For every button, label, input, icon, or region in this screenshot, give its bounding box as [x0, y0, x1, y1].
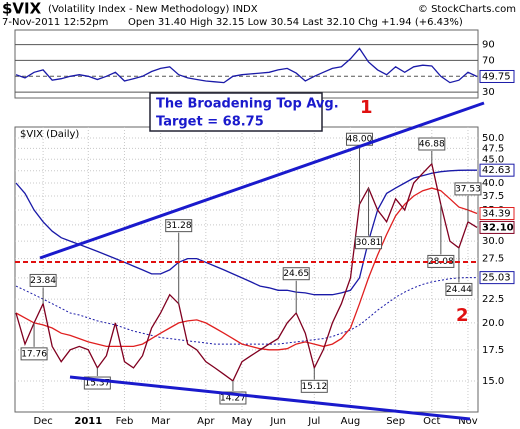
- y-tick-label: 50.0: [482, 133, 504, 144]
- point-label: 15.12: [301, 382, 327, 392]
- rsi-panel: [14, 29, 479, 99]
- y-tick-label: 70: [482, 55, 495, 66]
- source: © StockCharts.com: [418, 4, 516, 15]
- date: 7-Nov-2011 12:52pm: [2, 17, 108, 28]
- annotation-text: Target = 68.75: [156, 115, 264, 130]
- x-tick-label: May: [232, 416, 253, 427]
- point-box: [355, 236, 383, 250]
- point-box: [20, 347, 48, 361]
- upper-trendline: [39, 101, 485, 260]
- series-line: [15, 162, 478, 382]
- x-tick-label: Dec: [33, 416, 52, 427]
- series-line: [15, 187, 478, 351]
- y-tick-label: 40.0: [482, 178, 504, 189]
- y-tick-label: 47.5: [482, 143, 504, 154]
- point-label: 23.84: [30, 276, 56, 286]
- value-box: [479, 207, 515, 221]
- x-tick-label: Nov: [458, 416, 478, 427]
- y-tick-label: 37.5: [482, 191, 504, 202]
- point-box: [300, 379, 328, 393]
- y-tick-label: 30: [482, 87, 495, 98]
- annotation-text: The Broadening Top Avg.: [156, 97, 339, 112]
- y-tick-label: 30.0: [482, 236, 504, 247]
- x-tick-label: Aug: [341, 416, 361, 427]
- y-tick-label: 22.5: [482, 294, 504, 305]
- point-label: 48.00: [347, 135, 373, 145]
- symbol: $VIX: [2, 0, 42, 18]
- x-tick-label: Oct: [423, 416, 440, 427]
- x-tick-label: Jul: [307, 416, 320, 427]
- series-line: [15, 47, 478, 84]
- point-box: [165, 219, 193, 233]
- y-tick-label: 17.5: [482, 345, 504, 356]
- lower-trendline: [69, 375, 471, 421]
- point-box: [454, 182, 482, 196]
- value-box: [479, 163, 515, 177]
- y-tick-label: 90: [482, 40, 495, 51]
- series-line: [15, 169, 477, 296]
- point-label: 37.53: [455, 184, 481, 194]
- wave-label: 1: [360, 97, 373, 118]
- y-tick-label: 45.0: [482, 154, 504, 165]
- value-label: 25.03: [482, 273, 511, 284]
- wave-label: 2: [456, 305, 469, 326]
- y-tick-label: 27.5: [482, 254, 504, 265]
- point-label: 15.37: [84, 379, 110, 389]
- x-tick-label: Mar: [151, 416, 171, 427]
- index-name: (Volatility Index - New Methodology) IND…: [48, 4, 258, 15]
- x-tick-label: Apr: [197, 416, 215, 427]
- point-label: 46.88: [419, 139, 445, 149]
- point-box: [29, 273, 57, 287]
- point-box: [418, 137, 446, 151]
- point-label: 14.27: [220, 394, 246, 404]
- point-label: 17.76: [21, 349, 47, 359]
- value-box: [479, 69, 515, 83]
- point-label: 24.44: [446, 285, 472, 295]
- value-box: [479, 220, 515, 234]
- x-tick-label: 2011: [74, 416, 102, 427]
- y-tick-label: 20.0: [482, 318, 504, 329]
- x-tick-label: Sep: [386, 416, 405, 427]
- quote: Open 31.40 High 32.15 Low 30.54 Last 32.…: [128, 17, 463, 28]
- x-tick-label: Feb: [116, 416, 134, 427]
- point-label: 31.28: [166, 221, 192, 231]
- point-label: 24.65: [283, 269, 309, 279]
- point-label: 30.81: [356, 238, 382, 248]
- x-tick-label: Jun: [269, 416, 286, 427]
- panel-title: $VIX (Daily): [20, 129, 79, 140]
- value-label: 34.39: [482, 209, 511, 220]
- series-line: [15, 277, 477, 345]
- value-box: [479, 271, 515, 285]
- point-box: [445, 282, 473, 296]
- point-box: [282, 267, 310, 281]
- value-label: 49.75: [482, 71, 511, 82]
- price-panel: [14, 126, 479, 413]
- annotation-box: [149, 92, 323, 132]
- value-label: 42.63: [482, 165, 511, 176]
- value-label: 32.10: [482, 222, 514, 233]
- y-tick-label: 15.0: [482, 376, 504, 387]
